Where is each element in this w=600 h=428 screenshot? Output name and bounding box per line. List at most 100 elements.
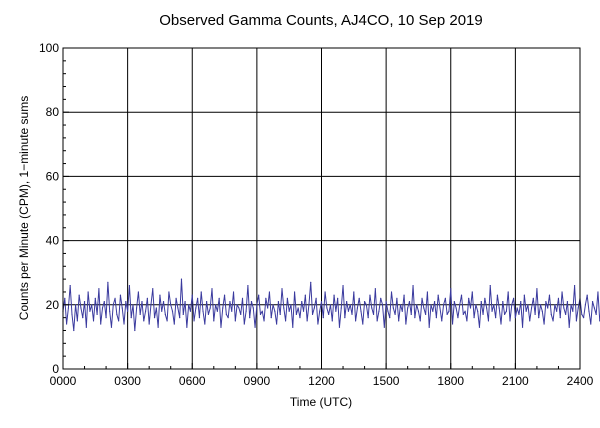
data-point [520,300,522,303]
data-point [250,300,253,303]
data-point [116,313,118,316]
data-point [351,313,353,316]
data-point [222,307,224,309]
data-point [561,291,563,293]
data-point [372,313,375,316]
data-point [419,320,421,322]
data-point [67,307,69,309]
data-point [464,310,466,312]
data-point [590,323,592,325]
data-point [82,317,84,319]
data-point [304,294,306,296]
x-tick-label: 1200 [308,374,335,388]
x-tick-label: 0900 [244,374,271,388]
data-point [428,326,430,328]
data-point [410,313,412,316]
data-point [448,310,450,312]
data-point [146,297,148,299]
data-point [337,297,339,299]
data-point [362,323,364,325]
data-point [486,307,488,309]
data-point [301,300,303,303]
data-point [259,313,262,316]
x-tick-label: 2400 [567,374,594,388]
data-point [231,310,233,312]
data-point [121,307,123,309]
data-point [268,291,271,293]
data-point [475,304,477,306]
data-point [543,323,545,325]
data-point [509,320,511,322]
data-point [180,278,183,280]
data-point [329,304,332,306]
y-tick-label: 80 [46,105,60,119]
data-point [455,307,457,309]
data-point [306,320,308,322]
data-point [495,317,497,319]
data-point [512,297,515,299]
data-point [100,323,102,325]
data-point [328,313,330,316]
data-point [478,326,481,328]
data-point [347,310,350,312]
data-point [557,297,560,299]
data-point [162,300,165,303]
data-point [340,307,342,309]
data-point [204,323,206,325]
data-point [378,310,380,312]
data-point [96,313,98,316]
data-point [416,304,418,306]
data-point [114,297,116,299]
data-point [459,304,461,306]
data-point [484,297,486,299]
data-point [78,294,80,296]
data-point [227,317,229,319]
data-point [425,313,427,316]
data-point [423,307,425,309]
data-point [396,297,398,299]
data-point [105,317,107,319]
data-point [179,317,181,319]
data-point [118,320,120,322]
data-point [87,291,89,293]
series-line [62,278,600,331]
data-point [134,329,136,332]
data-point [123,323,125,325]
data-point [184,300,186,303]
data-point [469,307,472,309]
data-point [376,320,378,322]
data-point [453,300,455,303]
data-point [166,320,168,322]
data-point [324,291,326,293]
data-point [552,320,554,322]
data-point [293,291,296,293]
data-point [112,304,114,306]
x-tick-label: 0300 [114,374,141,388]
data-point [319,310,321,312]
data-point [164,313,166,316]
data-point [408,300,411,303]
data-point [371,307,373,309]
data-point [446,313,448,316]
data-point [457,317,459,319]
data-point [258,294,260,296]
data-point [188,304,190,306]
data-point [432,310,434,312]
data-point [284,320,287,322]
data-point [274,310,276,312]
data-point [514,317,516,319]
data-point [276,323,278,325]
data-point [286,297,288,299]
data-point [157,326,159,328]
data-point [433,300,436,303]
data-point [206,300,208,303]
data-point [430,304,432,306]
data-point [141,300,143,303]
data-point [302,310,305,312]
data-point [381,304,384,306]
data-point [182,313,184,316]
data-point [358,297,360,299]
data-point [197,297,199,299]
data-point [247,284,249,287]
